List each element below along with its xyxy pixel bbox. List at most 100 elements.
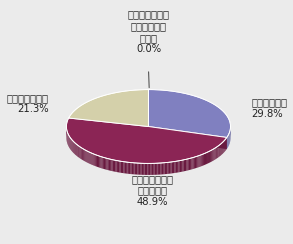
Polygon shape	[164, 90, 166, 102]
Polygon shape	[118, 161, 119, 173]
Text: なんとなくは理
解している
48.9%: なんとなくは理 解している 48.9%	[132, 174, 173, 207]
Polygon shape	[155, 163, 156, 175]
Polygon shape	[95, 98, 96, 110]
Polygon shape	[150, 163, 152, 175]
Polygon shape	[185, 159, 186, 171]
Polygon shape	[81, 148, 82, 160]
Polygon shape	[114, 160, 115, 172]
Polygon shape	[203, 99, 204, 111]
Polygon shape	[118, 92, 120, 104]
Polygon shape	[156, 163, 158, 175]
Polygon shape	[85, 103, 86, 115]
Polygon shape	[212, 103, 213, 115]
Polygon shape	[119, 161, 121, 173]
Polygon shape	[68, 118, 69, 130]
Polygon shape	[82, 148, 83, 160]
Polygon shape	[217, 106, 218, 118]
Polygon shape	[149, 127, 227, 149]
Polygon shape	[182, 93, 183, 105]
Polygon shape	[209, 102, 210, 113]
Polygon shape	[169, 162, 170, 174]
Polygon shape	[110, 159, 111, 171]
Polygon shape	[88, 101, 89, 113]
Polygon shape	[174, 92, 176, 103]
Polygon shape	[130, 163, 132, 174]
Polygon shape	[105, 95, 107, 107]
Polygon shape	[146, 90, 147, 101]
Polygon shape	[140, 90, 141, 101]
Polygon shape	[200, 98, 201, 110]
Polygon shape	[222, 110, 223, 122]
Polygon shape	[120, 92, 121, 103]
Polygon shape	[159, 90, 160, 102]
Polygon shape	[149, 90, 231, 137]
Polygon shape	[173, 91, 174, 103]
Polygon shape	[70, 115, 71, 127]
Polygon shape	[196, 96, 197, 108]
Polygon shape	[86, 102, 87, 114]
Polygon shape	[167, 162, 169, 174]
Polygon shape	[177, 161, 178, 173]
Polygon shape	[80, 147, 81, 159]
Polygon shape	[88, 152, 89, 164]
Polygon shape	[79, 106, 80, 118]
Text: 学習方法である
ことを知らな
かった
0.0%: 学習方法である ことを知らな かった 0.0%	[127, 10, 169, 54]
Polygon shape	[206, 152, 207, 164]
Polygon shape	[69, 118, 149, 138]
Polygon shape	[106, 158, 108, 170]
Polygon shape	[213, 149, 214, 161]
Polygon shape	[228, 118, 229, 130]
Polygon shape	[216, 147, 217, 159]
Polygon shape	[117, 161, 118, 172]
Polygon shape	[227, 116, 228, 128]
Polygon shape	[168, 91, 170, 102]
Polygon shape	[75, 143, 76, 155]
Text: 理解している
29.8%: 理解している 29.8%	[251, 98, 287, 119]
Polygon shape	[70, 138, 71, 150]
Polygon shape	[84, 103, 85, 115]
Polygon shape	[89, 152, 91, 164]
Polygon shape	[94, 154, 95, 166]
Polygon shape	[112, 93, 113, 105]
Polygon shape	[71, 139, 72, 151]
Polygon shape	[222, 142, 223, 154]
Polygon shape	[202, 154, 203, 166]
Polygon shape	[69, 118, 149, 138]
Polygon shape	[96, 155, 97, 167]
Polygon shape	[181, 93, 182, 104]
Polygon shape	[213, 104, 214, 116]
Polygon shape	[211, 102, 212, 115]
Polygon shape	[107, 94, 108, 106]
Polygon shape	[154, 90, 156, 101]
Polygon shape	[177, 92, 178, 104]
Polygon shape	[216, 106, 217, 118]
Polygon shape	[194, 157, 195, 169]
Polygon shape	[197, 97, 198, 109]
Polygon shape	[202, 98, 203, 110]
Polygon shape	[138, 90, 140, 101]
Polygon shape	[153, 163, 155, 175]
Polygon shape	[131, 90, 132, 102]
Polygon shape	[134, 163, 136, 174]
Polygon shape	[205, 153, 206, 165]
Polygon shape	[127, 91, 128, 102]
Polygon shape	[84, 149, 85, 161]
Polygon shape	[135, 90, 137, 102]
Polygon shape	[144, 90, 146, 101]
Polygon shape	[104, 95, 105, 107]
Polygon shape	[89, 100, 91, 112]
Polygon shape	[150, 90, 151, 101]
Polygon shape	[218, 146, 219, 158]
Polygon shape	[189, 158, 190, 170]
Polygon shape	[160, 90, 161, 102]
Polygon shape	[171, 91, 173, 103]
Polygon shape	[69, 116, 70, 128]
Text: よくわからない
21.3%: よくわからない 21.3%	[6, 93, 48, 114]
Polygon shape	[198, 155, 200, 167]
Polygon shape	[139, 163, 140, 175]
Polygon shape	[122, 162, 123, 173]
Polygon shape	[109, 159, 110, 171]
Polygon shape	[76, 144, 77, 156]
Polygon shape	[132, 90, 134, 102]
Polygon shape	[153, 90, 154, 101]
